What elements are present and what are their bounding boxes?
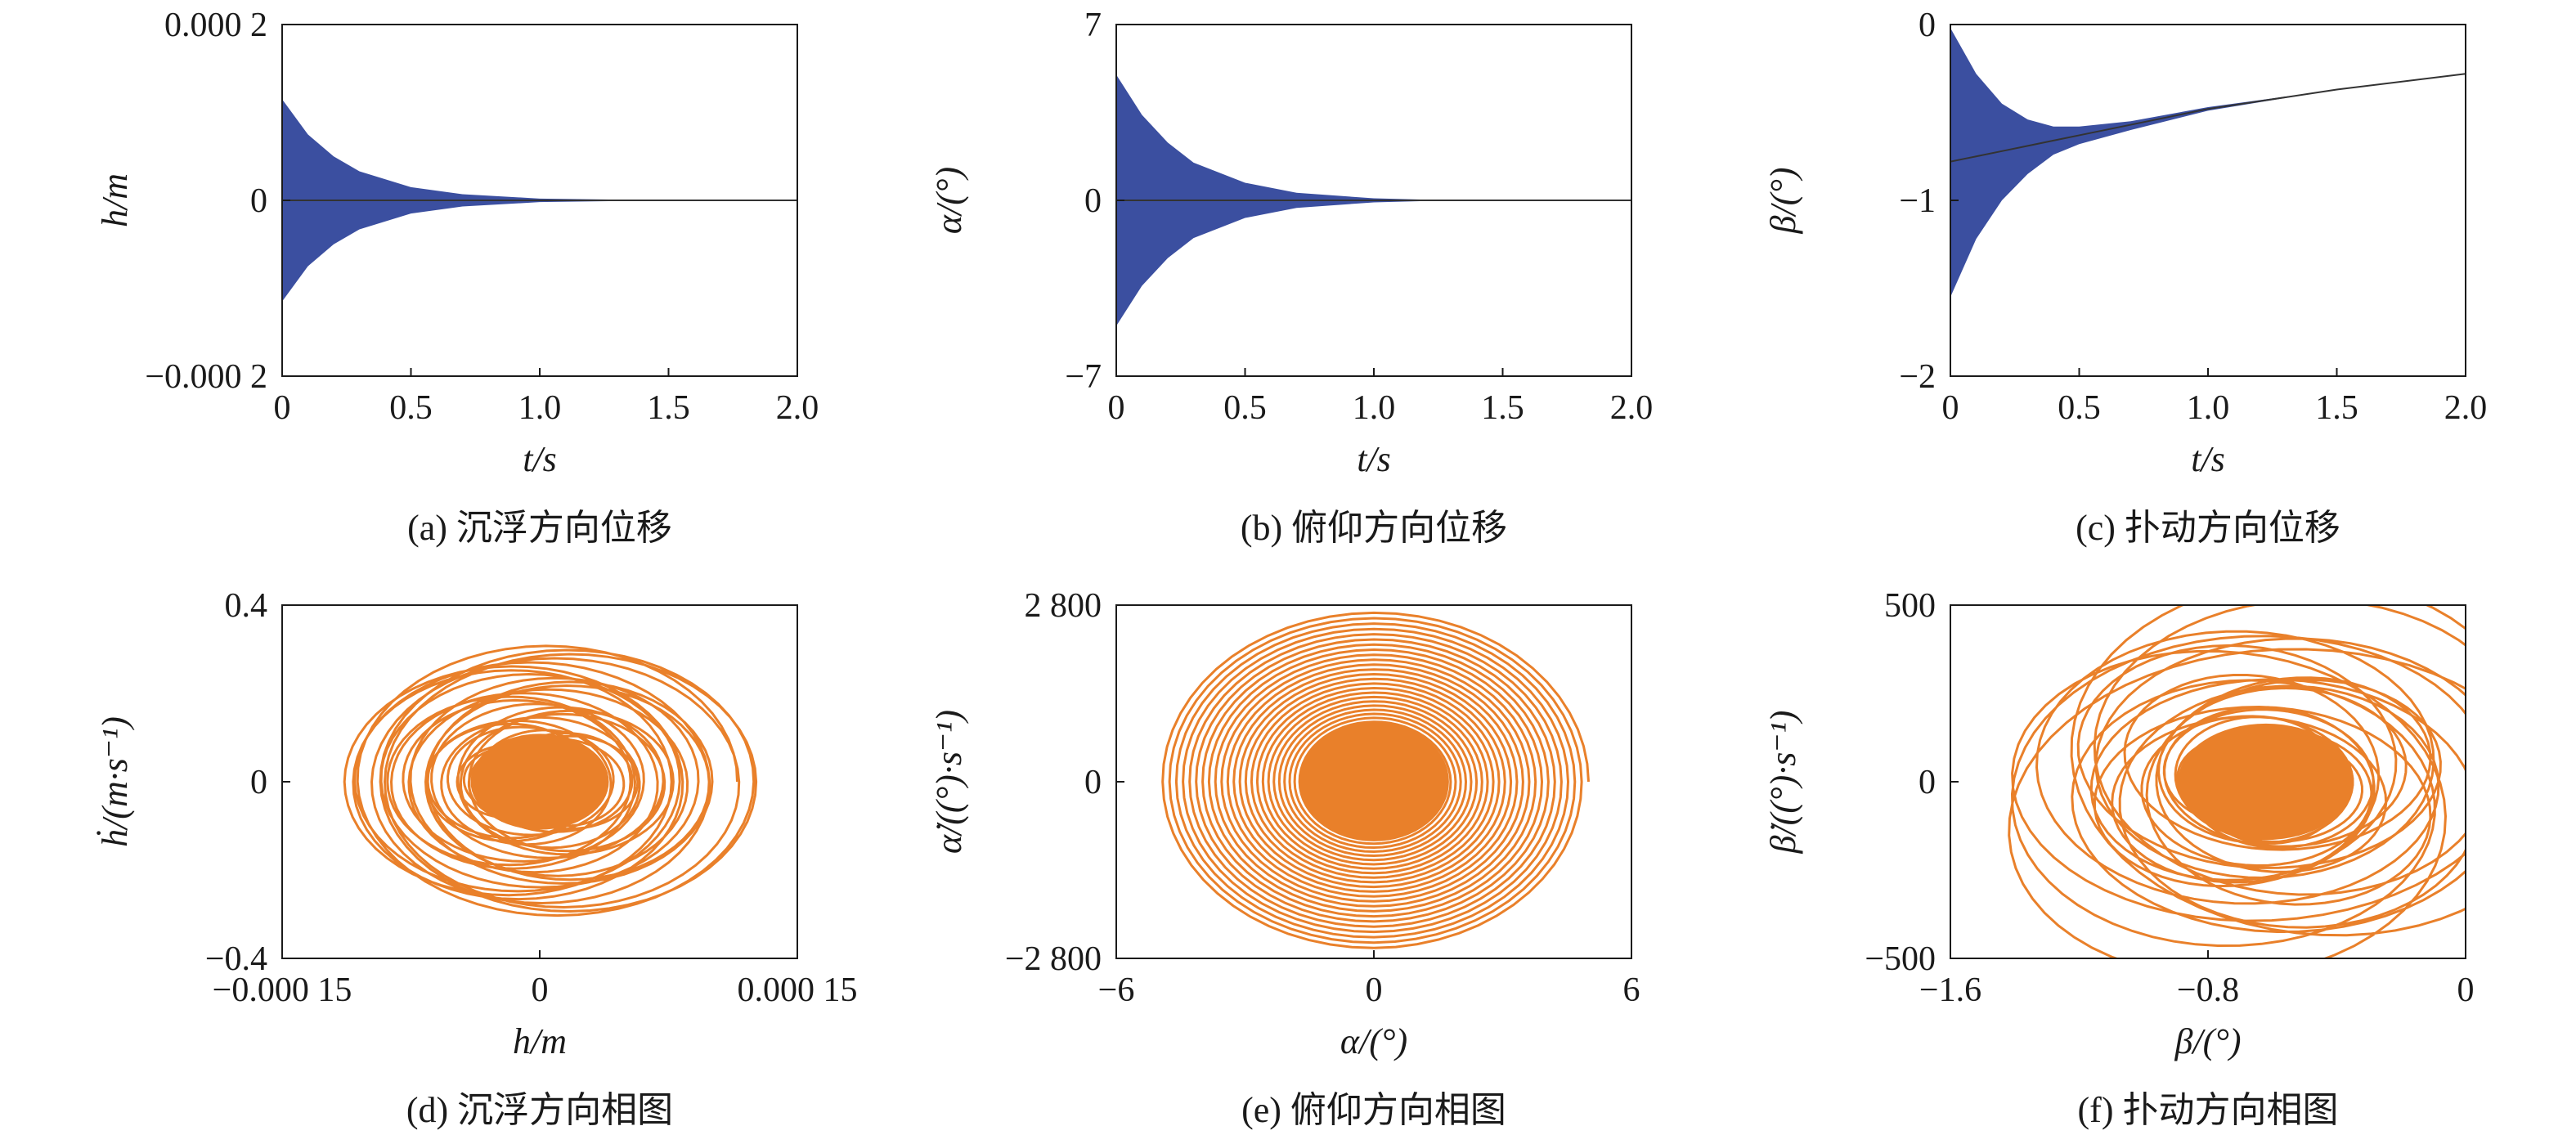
panel-caption: (f) 扑动方向相图 [2078, 1090, 2339, 1130]
x-tick-label: −1.6 [1919, 971, 1981, 1009]
y-axis-label: α̇/((°)·s⁻¹) [929, 710, 969, 854]
x-tick-label: 0 [1942, 389, 1959, 427]
plot-area [1161, 611, 1590, 949]
y-tick-label: −500 [1865, 940, 1936, 978]
x-axis-label: β/(°) [2174, 1021, 2241, 1061]
chart-panel-f: −1.6 −0.8 0 −500 0 500 β/(°) β̇/((°)·s⁻¹) (f) 扑动… [1763, 587, 2475, 1130]
x-tick-label: 6 [1623, 971, 1640, 1009]
y-axis-label: β̇/((°)·s⁻¹) [1763, 711, 1803, 855]
x-tick-label: 2.0 [776, 389, 819, 427]
y-tick-label: −7 [1065, 358, 1102, 396]
plot-area [1950, 28, 2466, 298]
x-axis-label: t/s [523, 439, 557, 479]
chart-panel-e: −6 0 6 −2 800 0 2 800 α/(°) α̇/((°)·s⁻¹) (e) 俯仰方… [929, 587, 1640, 1130]
plot-area [1116, 74, 1631, 326]
x-tick-label: −0.000 15 [213, 971, 352, 1009]
panel-caption: (d) 沉浮方向相图 [406, 1090, 673, 1130]
y-tick-label: 7 [1084, 7, 1102, 44]
chart-panel-a: 0 0.5 1.0 1.5 2.0−0.000 200.000 2t/sh/m(a) 沉… [95, 7, 819, 548]
response-curve [1950, 73, 2466, 163]
panel-caption: (e) 俯仰方向相图 [1241, 1090, 1506, 1130]
x-tick-label: 2.0 [1610, 389, 1654, 427]
x-tick-label: 1.0 [2187, 389, 2230, 427]
y-tick-label: 0 [1084, 182, 1102, 220]
y-tick-label: 0.4 [225, 587, 268, 625]
x-tick-label: 0 [1366, 971, 1383, 1009]
y-tick-label: −0.4 [205, 940, 267, 978]
x-tick-label: 1.5 [1481, 389, 1524, 427]
x-tick-label: 0 [1108, 389, 1125, 427]
x-tick-label: −6 [1098, 971, 1135, 1009]
phase-core [470, 734, 609, 830]
x-tick-label: 0 [2457, 971, 2475, 1009]
chart-panel-d: −0.000 15 0 0.000 15 −0.4 0 0.4 h/m ḣ/(m·s⁻¹) (d… [95, 587, 858, 1130]
panel-caption: (a) 沉浮方向位移 [407, 508, 672, 548]
x-tick-label: 0.5 [1223, 389, 1267, 427]
y-axis-label: ḣ/(m·s⁻¹) [95, 716, 135, 847]
y-tick-label: 2 800 [1025, 587, 1102, 625]
x-tick-label: 2.0 [2444, 389, 2488, 427]
x-tick-label: 0 [532, 971, 549, 1009]
x-tick-label: 1.0 [518, 389, 562, 427]
x-tick-label: 0.000 15 [738, 971, 858, 1009]
y-tick-label: −2 [1899, 358, 1936, 396]
y-tick-label: −1 [1899, 182, 1936, 220]
x-tick-label: 0 [274, 389, 291, 427]
x-axis-label: α/(°) [1340, 1021, 1407, 1061]
plot-area [2008, 605, 2466, 958]
x-axis-label: t/s [2191, 439, 2225, 479]
plot-area [282, 99, 797, 302]
panel-caption: (b) 俯仰方向位移 [1241, 508, 1507, 548]
oscillation-envelope [1950, 28, 2466, 298]
panel-caption: (c) 扑动方向位移 [2076, 508, 2340, 548]
chart-panel-c: 0 0.5 1.0 1.5 2.0 −2 −1 0 t/s β/(°) (c) 扑动方向位移 [1763, 7, 2487, 548]
x-tick-label: 0.5 [2058, 389, 2101, 427]
y-axis-label: β/(°) [1763, 167, 1803, 234]
y-tick-label: 0 [1084, 764, 1102, 801]
phase-core [2178, 723, 2354, 841]
x-axis-label: t/s [1357, 439, 1391, 479]
y-tick-label: 0 [250, 764, 267, 801]
y-tick-label: −0.000 2 [145, 358, 267, 396]
y-tick-label: −2 800 [1005, 940, 1102, 978]
y-tick-label: 0 [1919, 764, 1936, 801]
y-axis-label: h/m [95, 173, 135, 227]
plot-area [343, 644, 758, 917]
x-tick-label: 1.0 [1353, 389, 1396, 427]
y-tick-label: 0.000 2 [164, 7, 267, 44]
x-axis-label: h/m [513, 1021, 567, 1061]
x-tick-label: −0.8 [2177, 971, 2239, 1009]
x-tick-label: 0.5 [389, 389, 433, 427]
axes-frame [1950, 24, 2466, 377]
x-tick-label: 1.5 [2315, 389, 2358, 427]
y-axis-label: α/(°) [929, 167, 969, 234]
y-tick-label: 0 [1919, 7, 1936, 44]
y-tick-label: 0 [250, 182, 267, 220]
x-tick-label: 1.5 [647, 389, 690, 427]
phase-core [1299, 722, 1449, 841]
y-tick-label: 500 [1884, 587, 1936, 625]
